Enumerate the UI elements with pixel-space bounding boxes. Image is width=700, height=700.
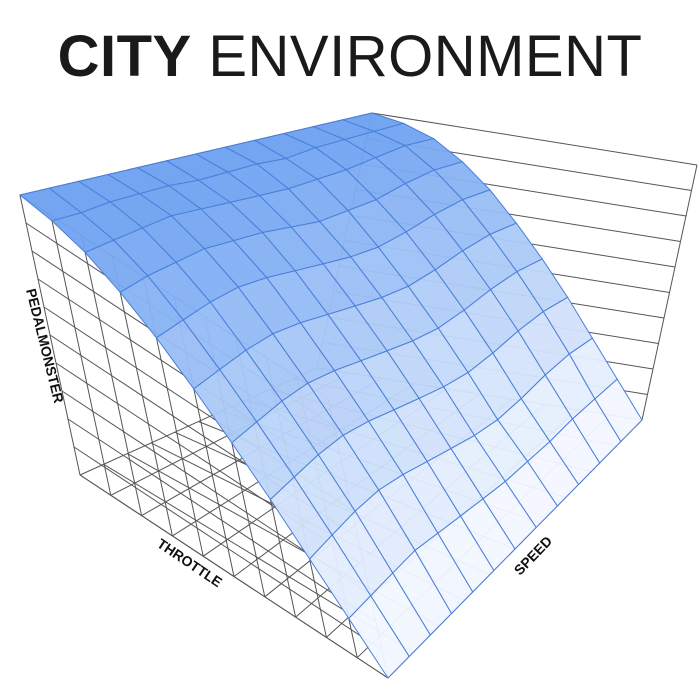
surface-cell	[348, 594, 410, 679]
title-bold: CITY	[57, 24, 192, 89]
chart-title: CITY ENVIRONMENT	[0, 22, 700, 92]
left-wall-gridline	[19, 194, 81, 476]
right-wall-gridline	[371, 112, 698, 166]
title-regular: ENVIRONMENT	[208, 24, 643, 89]
x-axis-label: THROTTLE	[154, 535, 225, 590]
left-wall-gridline	[81, 235, 143, 516]
z-axis-label: PEDALMONSTER	[23, 287, 67, 405]
box-edge	[641, 164, 698, 421]
surface-mesh	[18, 112, 643, 679]
left-wall-gridline	[50, 215, 112, 496]
left-wall-gridline	[111, 255, 173, 537]
